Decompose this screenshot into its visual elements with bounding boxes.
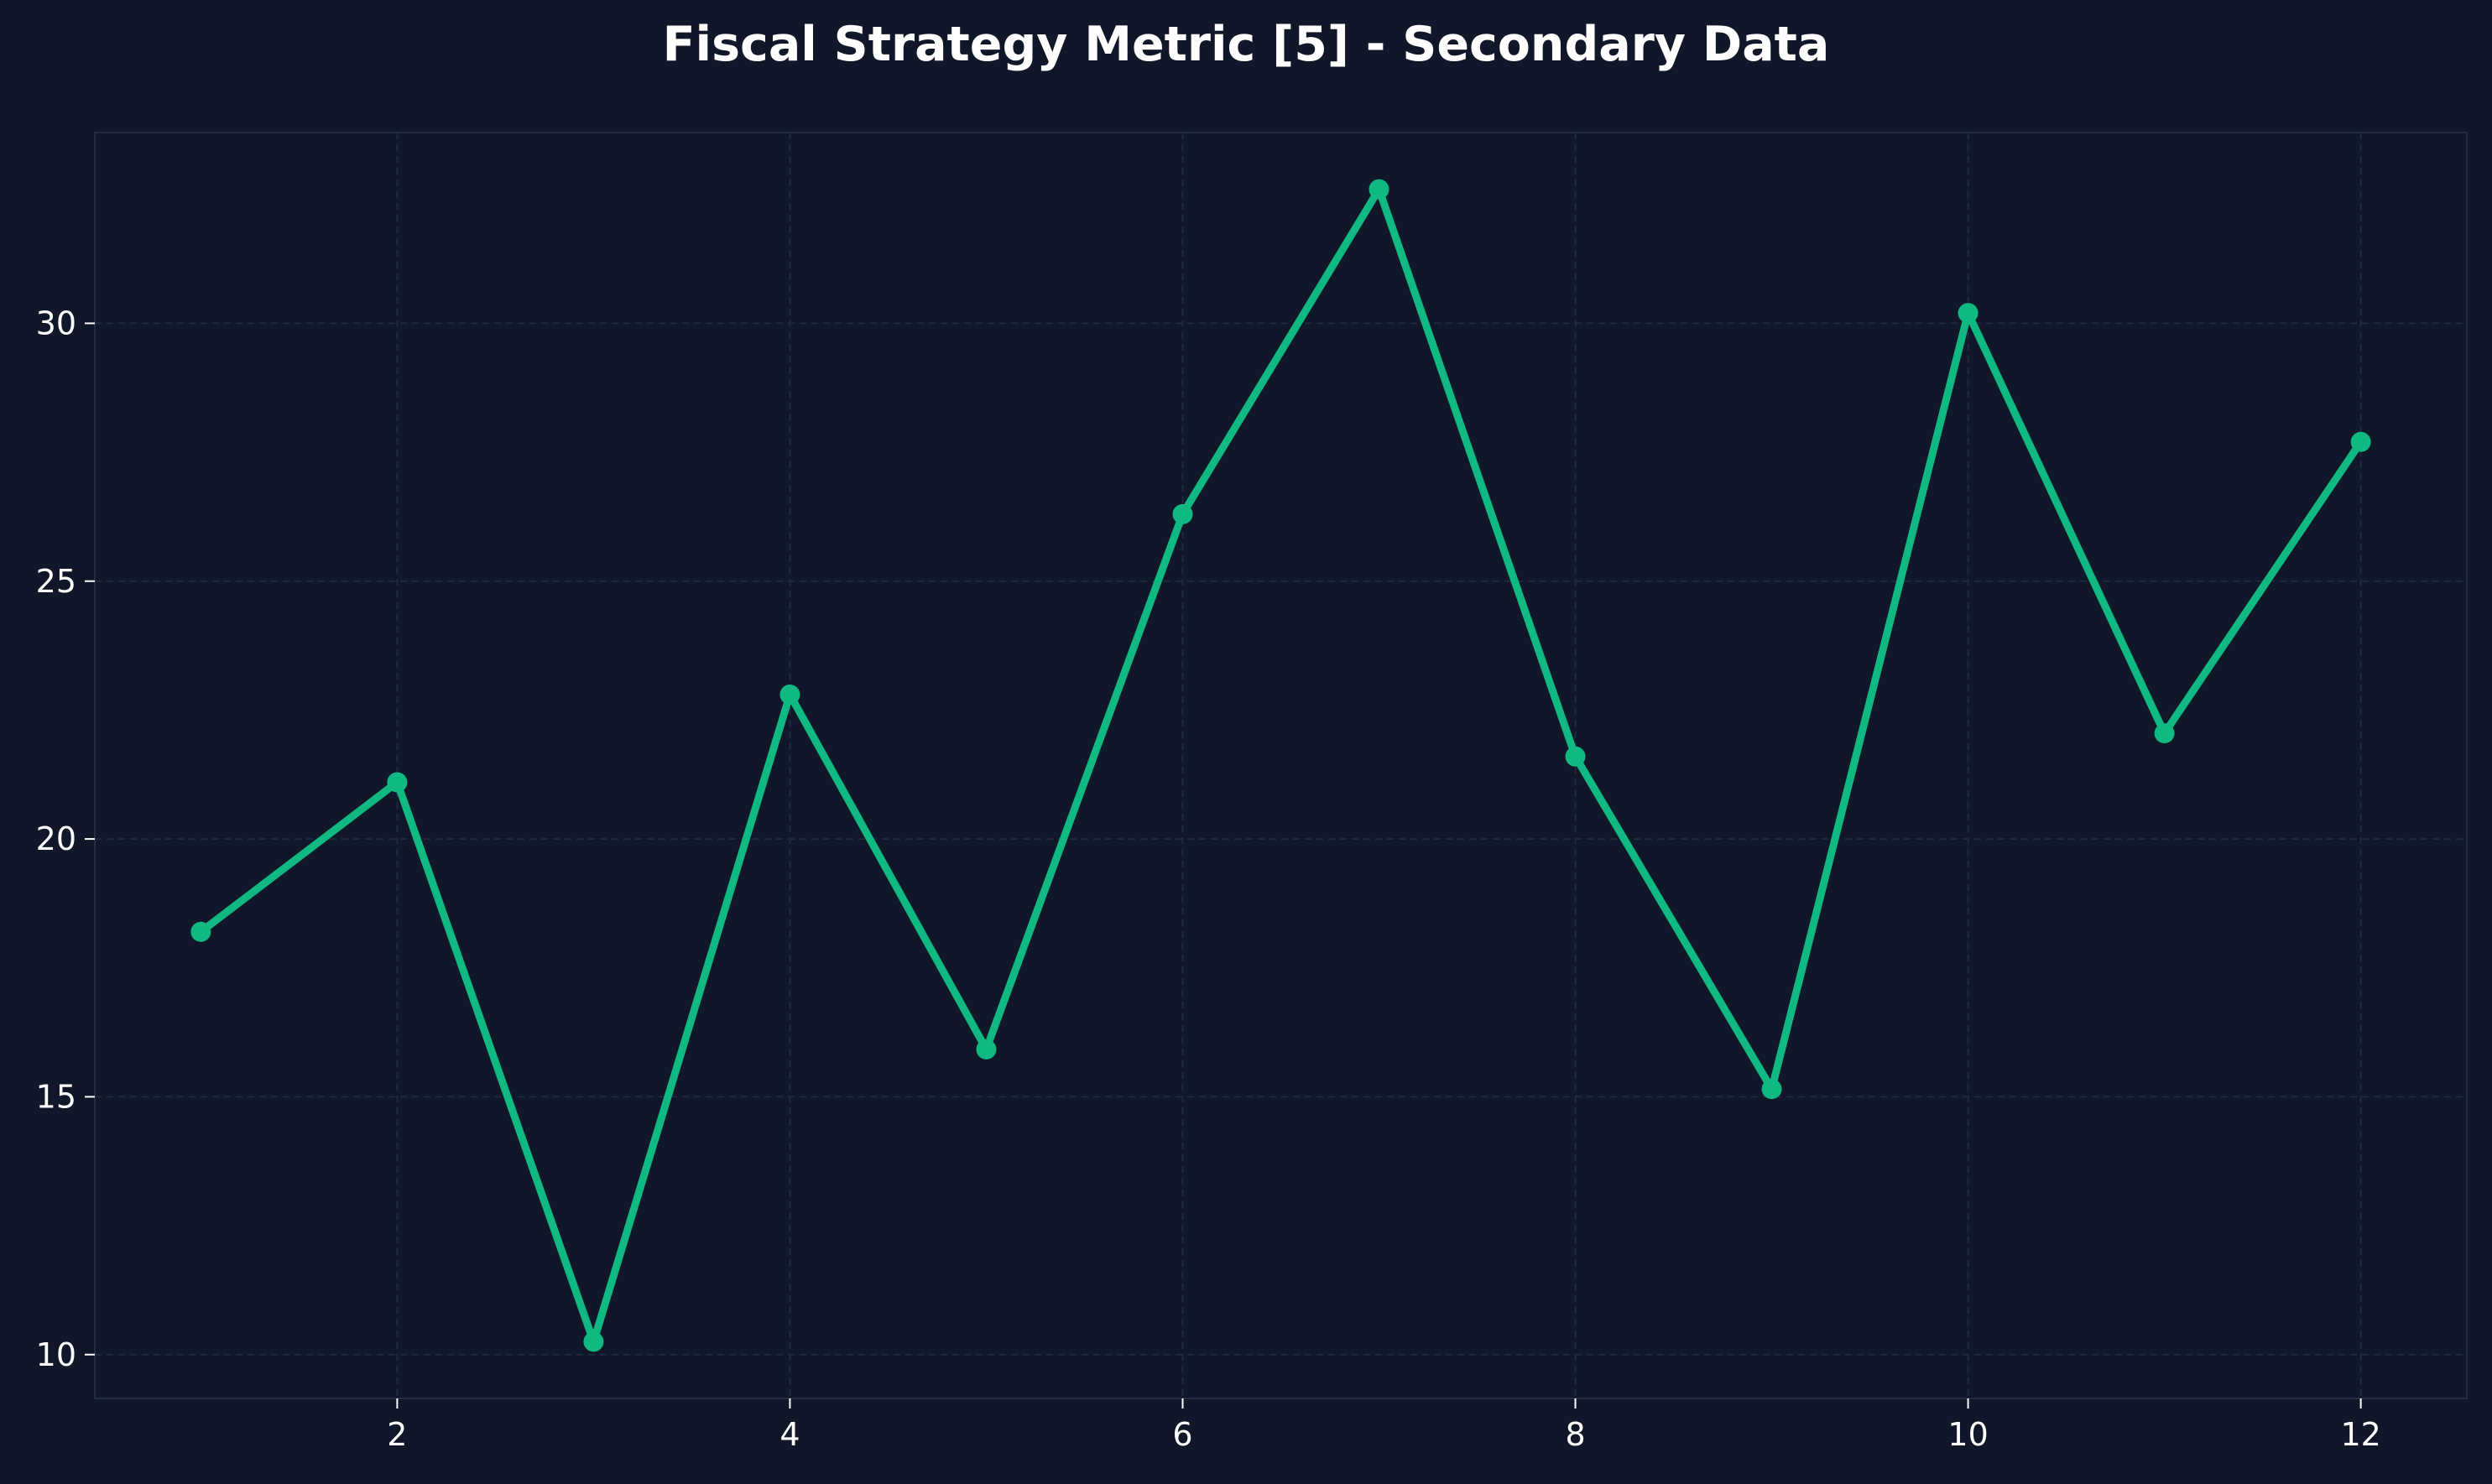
x-tick-label: 6 [1172, 1416, 1192, 1453]
y-tick-label: 30 [36, 305, 76, 341]
x-tick-label: 12 [2340, 1416, 2380, 1453]
data-point [1172, 503, 1193, 524]
data-point [779, 684, 800, 705]
x-tick-label: 10 [1947, 1416, 1988, 1453]
data-point [976, 1039, 997, 1060]
data-point [2154, 723, 2175, 744]
y-tick-label: 15 [36, 1078, 76, 1115]
data-point [190, 921, 211, 942]
series-line [196, 185, 2365, 1346]
y-tick-label: 20 [36, 820, 76, 857]
axes: 10 15 20 25 30 2 4 6 8 10 12 [36, 305, 2381, 1453]
data-point [1565, 746, 1586, 767]
x-tick-label: 2 [387, 1416, 407, 1453]
data-point [1369, 179, 1389, 200]
data-point [1958, 303, 1978, 324]
data-point [387, 772, 408, 793]
x-tick-label: 4 [779, 1416, 800, 1453]
y-tick-label: 25 [36, 563, 76, 600]
series-layer [190, 179, 2371, 1352]
x-tick-label: 8 [1565, 1416, 1585, 1453]
data-point [1761, 1079, 1782, 1100]
data-point [583, 1331, 604, 1352]
data-point [2350, 431, 2371, 452]
y-tick-label: 10 [36, 1336, 76, 1373]
grid-lines [95, 133, 2467, 1398]
chart-title: Fiscal Strategy Metric [5] - Secondary D… [663, 17, 1830, 72]
plot-area [94, 132, 2468, 1399]
